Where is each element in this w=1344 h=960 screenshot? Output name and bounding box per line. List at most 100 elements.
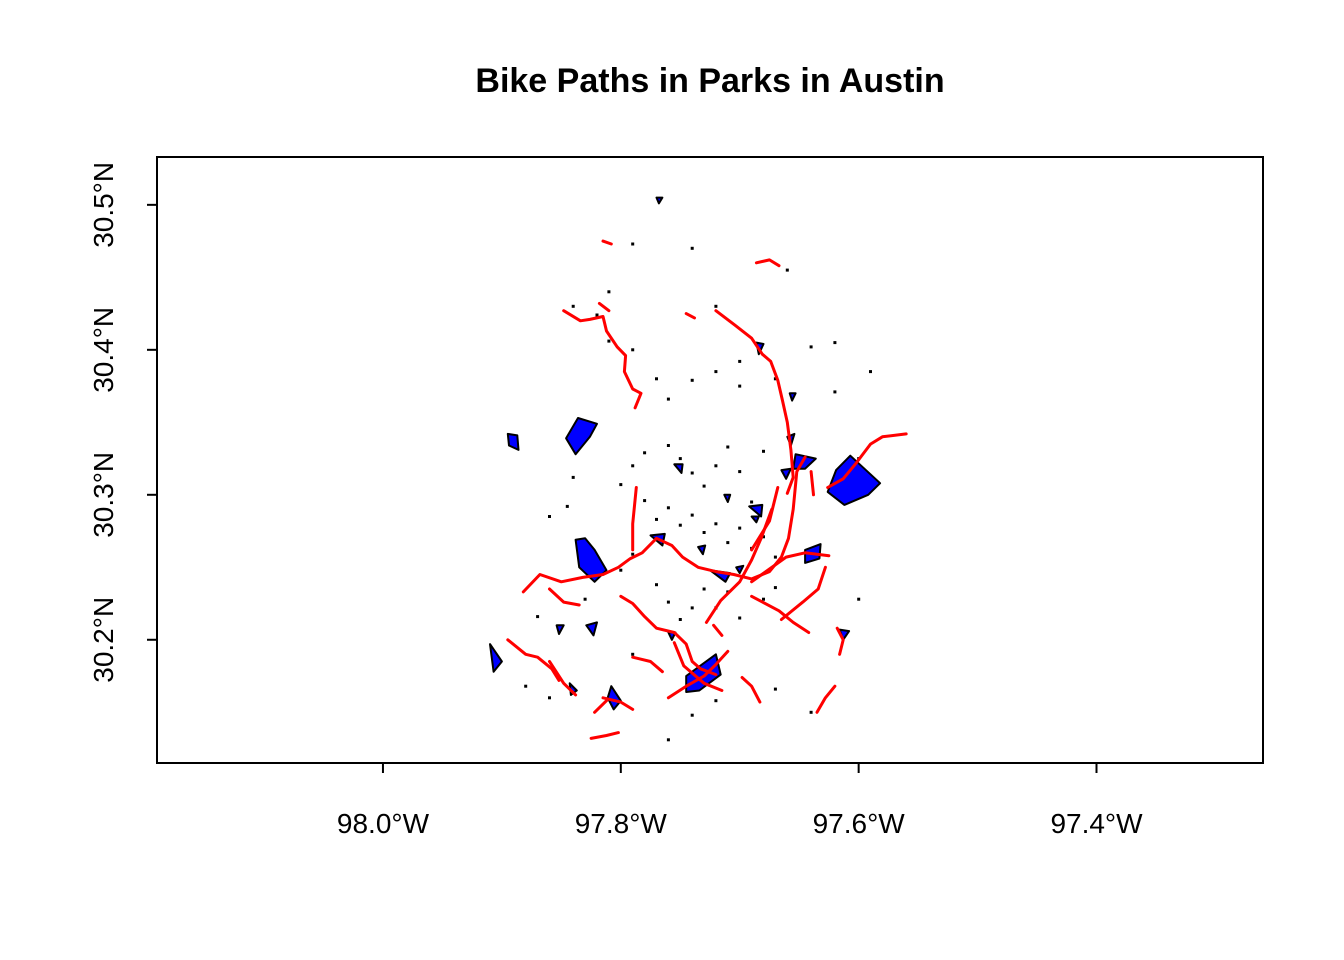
- park-polygon: [735, 564, 745, 575]
- chart-title: Bike Paths in Parks in Austin: [475, 62, 944, 100]
- bike-path-line: [714, 309, 795, 495]
- small-park-mark: [619, 568, 623, 572]
- small-park-mark: [595, 313, 599, 317]
- small-park-mark: [738, 616, 742, 620]
- bike-path-line: [750, 486, 780, 552]
- small-park-mark: [869, 370, 872, 374]
- small-park-mark: [702, 484, 706, 488]
- bike-path-line: [619, 594, 718, 677]
- small-park-mark: [631, 552, 635, 556]
- small-park-mark: [702, 587, 706, 591]
- layer-parks: [489, 196, 882, 711]
- small-park-mark: [524, 684, 528, 688]
- park-polygon: [655, 196, 664, 205]
- bike-path-line: [593, 699, 608, 714]
- small-park-mark: [690, 378, 694, 382]
- park-polygon: [506, 432, 520, 451]
- small-park-mark: [714, 522, 718, 526]
- small-park-mark: [643, 499, 647, 503]
- small-park-mark: [857, 597, 861, 601]
- small-park-mark: [726, 541, 730, 545]
- bike-path-line: [684, 312, 696, 320]
- park-polygon: [723, 493, 732, 503]
- small-park-mark: [666, 600, 670, 604]
- bike-path-line: [597, 301, 611, 313]
- small-park-mark: [762, 449, 765, 453]
- bike-path-line: [672, 641, 724, 692]
- small-park-mark: [773, 586, 777, 590]
- small-park-mark: [666, 444, 670, 447]
- small-park-mark: [762, 597, 765, 601]
- bike-path-line: [750, 551, 831, 584]
- bike-path-line: [562, 309, 643, 410]
- small-park-mark: [583, 597, 587, 601]
- layer-small-parks: [524, 242, 872, 742]
- small-park-mark: [714, 699, 718, 703]
- bike-path-line: [601, 696, 635, 711]
- small-park-mark: [643, 451, 647, 455]
- x-tick-label: 97.6°W: [813, 808, 906, 839]
- small-park-mark: [690, 246, 694, 250]
- small-park-mark: [619, 483, 623, 487]
- map-layers: [489, 196, 908, 742]
- bike-path-line: [740, 676, 762, 704]
- bike-path-line: [750, 594, 811, 634]
- bike-path-line: [548, 587, 581, 607]
- park-polygon: [606, 685, 622, 711]
- small-park-mark: [738, 470, 742, 474]
- small-park-mark: [750, 500, 754, 504]
- small-park-mark: [714, 304, 718, 308]
- x-axis: 98.0°W 97.8°W 97.6°W 97.4°W: [337, 763, 1143, 839]
- y-tick-label: 30.5°N: [88, 162, 119, 248]
- y-tick-label: 30.3°N: [88, 452, 119, 538]
- park-polygon: [585, 621, 598, 637]
- small-park-mark: [548, 696, 551, 700]
- small-park-mark: [714, 464, 718, 468]
- small-park-mark: [607, 339, 611, 343]
- x-tick-label: 97.4°W: [1050, 808, 1143, 839]
- small-park-mark: [785, 268, 789, 272]
- small-park-mark: [690, 513, 694, 517]
- small-park-mark: [773, 555, 777, 559]
- small-park-mark: [738, 359, 742, 363]
- small-park-mark: [655, 583, 658, 587]
- small-park-mark: [809, 710, 813, 714]
- bike-path-line: [779, 565, 827, 621]
- small-park-mark: [655, 517, 658, 521]
- park-polygon: [673, 463, 684, 474]
- bike-path-line: [548, 660, 578, 697]
- park-polygon: [748, 503, 764, 518]
- small-park-mark: [690, 713, 694, 717]
- bike-path-line: [631, 486, 638, 552]
- bike-path-line: [809, 470, 815, 497]
- bike-path-line: [601, 239, 613, 246]
- bike-path-line: [521, 455, 807, 594]
- bike-path-line: [712, 623, 724, 637]
- small-park-mark: [631, 464, 635, 468]
- small-park-mark: [666, 738, 670, 742]
- layer-bike-paths: [506, 239, 908, 740]
- bike-path-line: [589, 731, 620, 740]
- small-park-mark: [690, 471, 694, 475]
- small-park-mark: [714, 370, 718, 374]
- small-park-mark: [571, 475, 575, 479]
- small-park-mark: [666, 506, 670, 510]
- park-polygon: [555, 624, 565, 635]
- small-park-mark: [773, 377, 777, 381]
- small-park-mark: [762, 535, 765, 539]
- small-park-mark: [726, 445, 730, 449]
- park-polygon: [574, 537, 608, 583]
- bike-path-line: [666, 649, 730, 700]
- small-park-mark: [536, 615, 540, 619]
- park-polygon: [489, 643, 503, 673]
- x-tick-label: 98.0°W: [337, 808, 430, 839]
- small-park-mark: [702, 531, 706, 534]
- bike-path-line: [854, 432, 908, 465]
- small-park-mark: [666, 397, 670, 401]
- small-park-mark: [571, 304, 575, 308]
- y-tick-label: 30.4°N: [88, 307, 119, 393]
- park-polygon: [780, 467, 792, 480]
- small-park-mark: [773, 687, 777, 691]
- bike-path-line: [631, 655, 664, 674]
